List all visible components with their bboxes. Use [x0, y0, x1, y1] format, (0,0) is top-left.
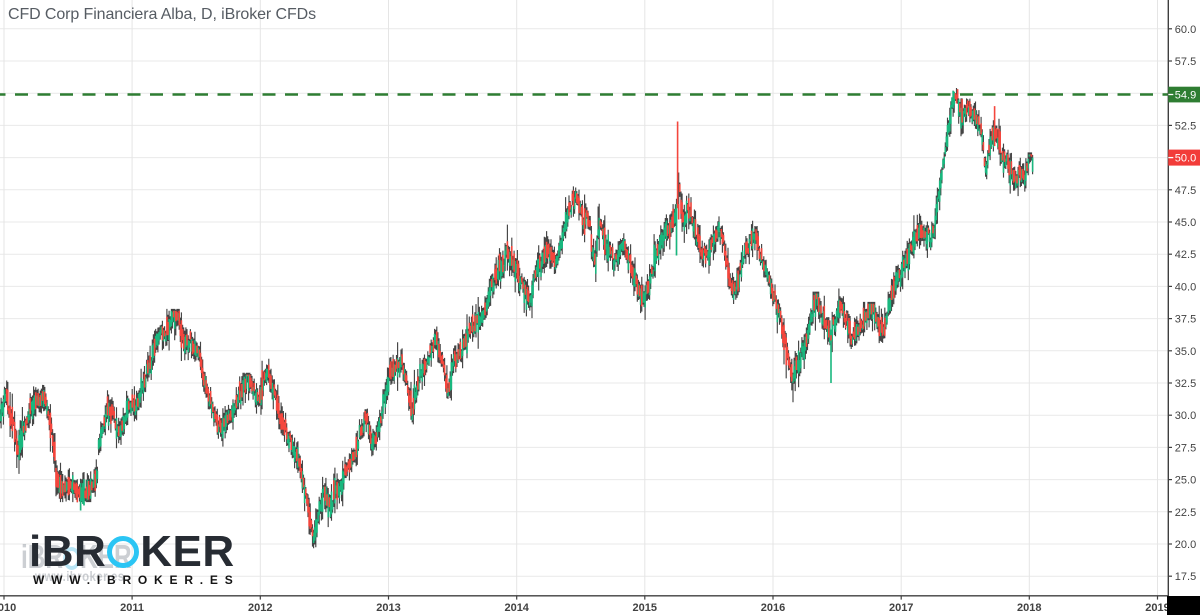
svg-text:40.0: 40.0: [1175, 281, 1196, 293]
svg-text:2019: 2019: [1145, 602, 1169, 614]
svg-text:2012: 2012: [248, 602, 272, 614]
svg-text:30.0: 30.0: [1175, 410, 1196, 422]
svg-text:2016: 2016: [761, 602, 785, 614]
svg-text:47.5: 47.5: [1175, 185, 1196, 197]
svg-text:17.5: 17.5: [1175, 571, 1196, 583]
svg-text:2017: 2017: [889, 602, 913, 614]
svg-text:27.5: 27.5: [1175, 442, 1196, 454]
svg-text:45.0: 45.0: [1175, 217, 1196, 229]
svg-text:52.5: 52.5: [1175, 120, 1196, 132]
svg-text:2011: 2011: [120, 602, 144, 614]
svg-text:32.5: 32.5: [1175, 378, 1196, 390]
svg-text:60.0: 60.0: [1175, 24, 1196, 36]
svg-text:2014: 2014: [504, 602, 529, 614]
svg-text:22.5: 22.5: [1175, 507, 1196, 519]
svg-text:42.5: 42.5: [1175, 249, 1196, 261]
svg-text:2018: 2018: [1017, 602, 1041, 614]
svg-text:37.5: 37.5: [1175, 314, 1196, 326]
svg-text:35.0: 35.0: [1175, 346, 1196, 358]
svg-text:57.5: 57.5: [1175, 56, 1196, 68]
svg-text:2015: 2015: [633, 602, 657, 614]
svg-text:25.0: 25.0: [1175, 475, 1196, 487]
svg-text:2010: 2010: [0, 602, 16, 614]
svg-text:54.9: 54.9: [1175, 90, 1196, 102]
svg-text:50.0: 50.0: [1175, 153, 1196, 165]
svg-text:20.0: 20.0: [1175, 539, 1196, 551]
svg-text:2013: 2013: [376, 602, 400, 614]
